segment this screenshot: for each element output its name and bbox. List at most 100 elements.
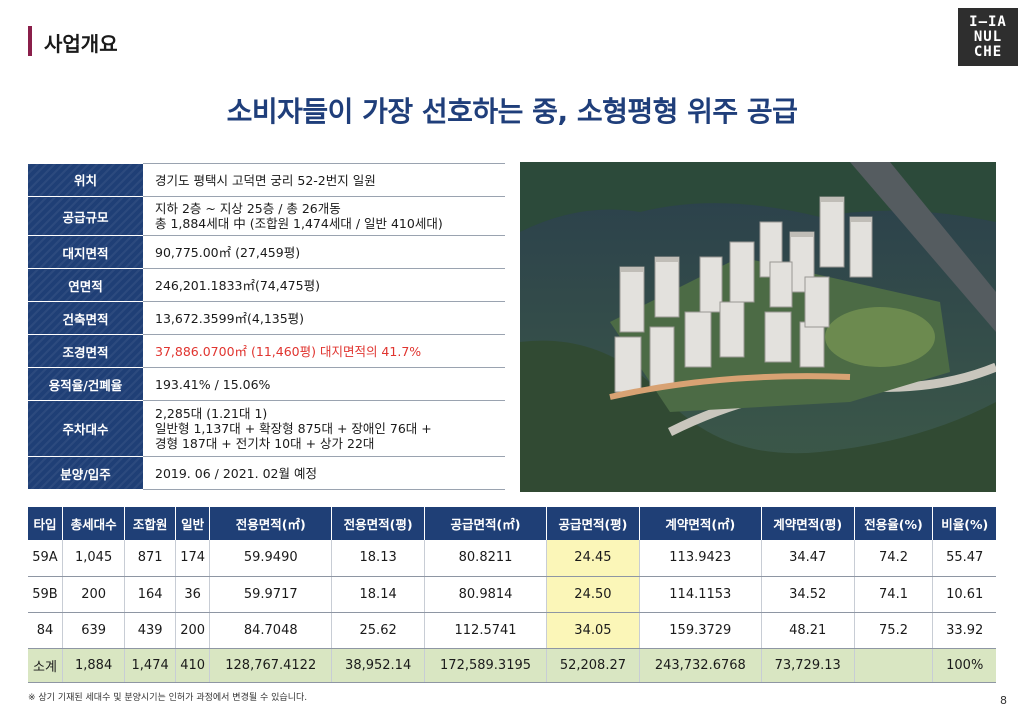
- column-header: 조합원: [124, 507, 176, 540]
- table-cell: 1,884: [62, 648, 126, 683]
- column-header: 타입: [28, 507, 63, 540]
- table-cell: 48.21: [761, 612, 855, 649]
- table-cell: 59.9490: [209, 540, 333, 577]
- table-cell-highlighted: 24.45: [546, 540, 640, 577]
- overview-value-line: 경기도 평택시 고덕면 궁리 52-2번지 일원: [155, 172, 376, 188]
- overview-value-line: 193.41% / 15.06%: [155, 376, 271, 392]
- overview-row: 주차대수 2,285대 (1.21대 1) 일반형 1,137대 + 확장형 8…: [28, 400, 505, 457]
- table-cell: 159.3729: [639, 612, 762, 649]
- table-cell: 33.92: [932, 612, 996, 649]
- table-cell: 34.47: [761, 540, 855, 577]
- table-cell: 59.9717: [209, 576, 333, 613]
- overview-value-line: 246,201.1833㎡(74,475평): [155, 277, 320, 293]
- table-cell: 1,474: [124, 648, 176, 683]
- table-cell: 18.13: [331, 540, 426, 577]
- table-cell: 55.47: [932, 540, 996, 577]
- overview-row: 용적율/건폐율 193.41% / 15.06%: [28, 367, 505, 401]
- overview-row: 공급규모 지하 2층 ~ 지상 25층 / 총 26개동 총 1,884세대 中…: [28, 196, 505, 236]
- overview-value-line: 13,672.3599㎡(4,135평): [155, 310, 305, 326]
- logo-line: NUL: [973, 28, 1003, 45]
- table-cell: 164: [124, 576, 176, 613]
- overview-value-line: 90,775.00㎡ (27,459평): [155, 244, 301, 260]
- overview-value: 2019. 06 / 2021. 02월 예정: [143, 456, 505, 490]
- overview-row: 조경면적 37,886.0700㎡ (11,460평) 대지면적의 41.7%: [28, 334, 505, 368]
- footnote: ※ 상기 기재된 세대수 및 분양시기는 인허가 과정에서 변경될 수 있습니다…: [28, 693, 308, 703]
- overview-row: 분양/입주 2019. 06 / 2021. 02월 예정: [28, 456, 505, 490]
- table-cell: 410: [175, 648, 211, 683]
- column-header: 총세대수: [62, 507, 126, 540]
- table-cell: 439: [124, 612, 176, 649]
- overview-row: 대지면적 90,775.00㎡ (27,459평): [28, 235, 505, 269]
- table-cell: 73,729.13: [761, 648, 855, 683]
- table-cell: 100%: [932, 648, 996, 683]
- overview-value: 193.41% / 15.06%: [143, 367, 505, 401]
- column-header: 공급면적(㎡): [424, 507, 548, 540]
- table-cell-highlighted: 34.05: [546, 612, 640, 649]
- table-cell: 36: [175, 576, 211, 613]
- table-cell: 871: [124, 540, 176, 577]
- overview-label: 조경면적: [28, 334, 143, 368]
- table-cell: 75.2: [854, 612, 934, 649]
- page-headline: 소비자들이 가장 선호하는 중, 소형평형 위주 공급: [226, 95, 798, 128]
- overview-label: 연면적: [28, 268, 143, 302]
- table-cell: 114.1153: [639, 576, 762, 613]
- overview-value: 지하 2층 ~ 지상 25층 / 총 26개동 총 1,884세대 中 (조합원…: [143, 196, 505, 236]
- overview-value: 13,672.3599㎡(4,135평): [143, 301, 505, 335]
- overview-value-line: 37,886.0700㎡ (11,460평) 대지면적의 41.7%: [155, 343, 422, 359]
- overview-value-line: 지하 2층 ~ 지상 25층 / 총 26개동: [155, 201, 341, 216]
- table-cell: 80.8211: [424, 540, 548, 577]
- overview-label: 분양/입주: [28, 456, 143, 490]
- overview-value-line: 2019. 06 / 2021. 02월 예정: [155, 465, 317, 481]
- aerial-rendering-image: [520, 162, 996, 492]
- table-cell: 74.1: [854, 576, 934, 613]
- overview-value: 90,775.00㎡ (27,459평): [143, 235, 505, 269]
- overview-value-line: 2,285대 (1.21대 1): [155, 406, 268, 421]
- overview-value: 246,201.1833㎡(74,475평): [143, 268, 505, 302]
- table-cell: 243,732.6768: [639, 648, 762, 683]
- aerial-rendering-illustration: [520, 162, 996, 492]
- overview-label: 대지면적: [28, 235, 143, 269]
- table-cell: 25.62: [331, 612, 426, 649]
- table-cell: 639: [62, 612, 126, 649]
- table-cell: 172,589.3195: [424, 648, 548, 683]
- table-row: 84 639 439 200 84.7048 25.62 112.5741 34…: [28, 612, 996, 649]
- table-cell: 59A: [28, 540, 63, 577]
- table-cell: 112.5741: [424, 612, 548, 649]
- overview-row: 위치 경기도 평택시 고덕면 궁리 52-2번지 일원: [28, 163, 505, 197]
- table-cell: 200: [175, 612, 211, 649]
- overview-table: 위치 경기도 평택시 고덕면 궁리 52-2번지 일원 공급규모 지하 2층 ~…: [28, 163, 505, 490]
- column-header: 전용면적(㎡): [209, 507, 333, 540]
- table-cell: 74.2: [854, 540, 934, 577]
- table-cell: 200: [62, 576, 126, 613]
- table-cell: 34.52: [761, 576, 855, 613]
- column-header: 비율(%): [932, 507, 996, 540]
- column-header: 전용면적(평): [331, 507, 426, 540]
- overview-row: 건축면적 13,672.3599㎡(4,135평): [28, 301, 505, 335]
- table-cell: 113.9423: [639, 540, 762, 577]
- overview-label: 건축면적: [28, 301, 143, 335]
- table-cell: 174: [175, 540, 211, 577]
- table-cell: 52,208.27: [546, 648, 640, 683]
- table-cell-highlighted: 24.50: [546, 576, 640, 613]
- overview-label: 위치: [28, 163, 143, 197]
- overview-value: 2,285대 (1.21대 1) 일반형 1,137대 + 확장형 875대 +…: [143, 400, 505, 457]
- table-cell: 18.14: [331, 576, 426, 613]
- logo-line: CHE: [973, 43, 1003, 60]
- overview-row: 연면적 246,201.1833㎡(74,475평): [28, 268, 505, 302]
- table-header-row: 타입 총세대수 조합원 일반 전용면적(㎡) 전용면적(평) 공급면적(㎡) 공…: [28, 507, 996, 540]
- column-header: 전용율(%): [854, 507, 934, 540]
- overview-value-line: 경형 187대 + 전기차 10대 + 상가 22대: [155, 436, 375, 451]
- table-cell: 84: [28, 612, 63, 649]
- column-header: 일반: [175, 507, 211, 540]
- column-header: 계약면적(평): [761, 507, 855, 540]
- section-accent-bar: [28, 26, 32, 56]
- table-cell: 소계: [28, 648, 63, 683]
- overview-label: 공급규모: [28, 196, 143, 236]
- table-cell: 38,952.14: [331, 648, 426, 683]
- table-row: 59A 1,045 871 174 59.9490 18.13 80.8211 …: [28, 540, 996, 577]
- overview-label: 용적율/건폐율: [28, 367, 143, 401]
- overview-value: 37,886.0700㎡ (11,460평) 대지면적의 41.7%: [143, 334, 505, 368]
- column-header: 공급면적(평): [546, 507, 640, 540]
- table-cell: 128,767.4122: [209, 648, 333, 683]
- table-cell: [854, 648, 934, 683]
